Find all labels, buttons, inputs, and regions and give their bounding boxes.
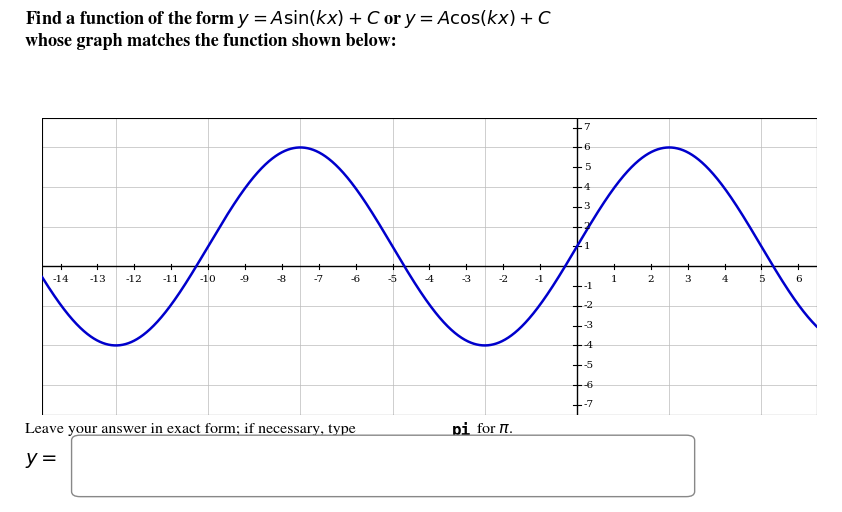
- Text: -4: -4: [424, 275, 434, 284]
- Text: 4: 4: [722, 275, 727, 284]
- Text: 1: 1: [584, 242, 590, 251]
- Text: -1: -1: [535, 275, 545, 284]
- Text: 2: 2: [647, 275, 654, 284]
- Text: 4: 4: [584, 183, 590, 191]
- Text: -7: -7: [314, 275, 324, 284]
- Text: 6: 6: [795, 275, 802, 284]
- Text: -5: -5: [584, 361, 594, 370]
- Text: -8: -8: [277, 275, 287, 284]
- Text: -2: -2: [498, 275, 509, 284]
- Text: 3: 3: [584, 202, 590, 211]
- Text: -14: -14: [52, 275, 69, 284]
- Text: whose graph matches the function shown below:: whose graph matches the function shown b…: [25, 33, 397, 50]
- Text: 5: 5: [584, 163, 590, 172]
- Text: 1: 1: [610, 275, 617, 284]
- Text: 6: 6: [584, 143, 590, 152]
- Text: 3: 3: [685, 275, 691, 284]
- Text: -2: -2: [584, 302, 594, 310]
- Text: -10: -10: [200, 275, 216, 284]
- Text: -11: -11: [163, 275, 179, 284]
- Text: 7: 7: [584, 123, 590, 132]
- Text: pi: pi: [452, 422, 472, 438]
- Text: -4: -4: [584, 341, 594, 350]
- Text: -3: -3: [584, 321, 594, 330]
- Text: Leave your answer in exact form; if necessary, type: Leave your answer in exact form; if nece…: [25, 422, 360, 436]
- Text: Find a function of the form $y = A\sin(kx) + C$ or $y = A\cos(kx) + C$: Find a function of the form $y = A\sin(k…: [25, 8, 552, 30]
- Text: -3: -3: [461, 275, 472, 284]
- Text: 2: 2: [584, 222, 590, 231]
- Text: -7: -7: [584, 400, 594, 409]
- Text: for $\pi$.: for $\pi$.: [472, 422, 513, 436]
- Text: -9: -9: [240, 275, 250, 284]
- Text: -5: -5: [387, 275, 397, 284]
- Text: -12: -12: [126, 275, 142, 284]
- Text: -6: -6: [350, 275, 360, 284]
- Text: $y =$: $y =$: [25, 451, 57, 471]
- Text: -13: -13: [89, 275, 106, 284]
- Text: 5: 5: [758, 275, 765, 284]
- Text: -1: -1: [584, 282, 594, 290]
- Text: -6: -6: [584, 380, 594, 390]
